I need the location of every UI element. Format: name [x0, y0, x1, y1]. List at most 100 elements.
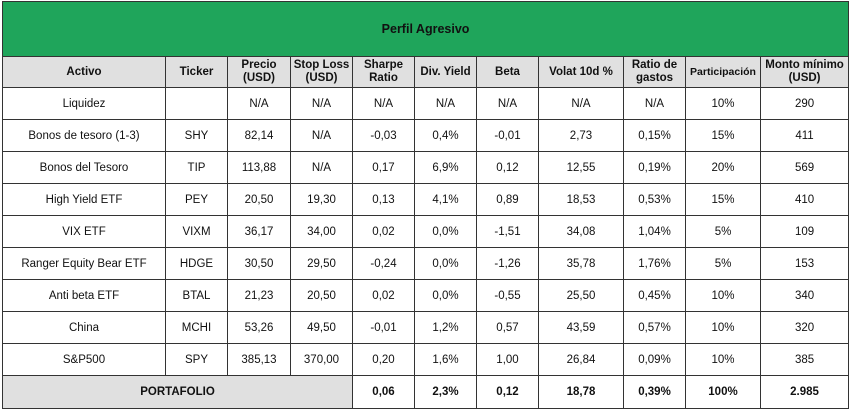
cell-monto-minimo: 290	[759, 87, 850, 120]
cell-beta: N/A	[476, 87, 539, 120]
cell-precio: 30,50	[227, 247, 291, 280]
cell-stop-loss: 20,50	[290, 279, 353, 312]
cell-div-yield: 0,4%	[414, 119, 477, 152]
cell-participacion: 10%	[685, 87, 761, 120]
cell-sharpe-ratio: -0,03	[352, 119, 415, 152]
cell-volat: 2,73	[538, 119, 624, 152]
header-volat: Volat 10d %	[538, 56, 624, 88]
cell-ratio-gastos: 0,45%	[623, 279, 686, 312]
cell-monto-minimo: 411	[759, 119, 850, 152]
header-row: Activo Ticker Precio (USD) Stop Loss (USD)…	[2, 56, 850, 88]
cell-monto-minimo: 109	[759, 215, 850, 248]
header-ticker: Ticker	[165, 56, 228, 88]
cell-activo: Ranger Equity Bear ETF	[2, 247, 166, 280]
cell-div-yield: 6,9%	[414, 151, 477, 184]
cell-precio: N/A	[227, 87, 291, 120]
total-sharpe: 0,06	[352, 375, 415, 409]
cell-participacion: 15%	[685, 183, 761, 216]
cell-monto-minimo: 320	[759, 311, 850, 344]
cell-volat: 43,59	[538, 311, 624, 344]
cell-sharpe-ratio: 0,20	[352, 343, 415, 376]
cell-volat: 26,84	[538, 343, 624, 376]
cell-participacion: 5%	[685, 215, 761, 248]
cell-precio: 82,14	[227, 119, 291, 152]
table-row: Anti beta ETF BTAL 21,23 20,50 0,02 0,0% -0,55…	[2, 279, 850, 312]
cell-div-yield: 1,2%	[414, 311, 477, 344]
cell-ticker: VIXM	[165, 215, 228, 248]
total-monto-minimo: 2.985	[759, 375, 850, 409]
cell-volat: 12,55	[538, 151, 624, 184]
cell-precio: 21,23	[227, 279, 291, 312]
cell-monto-minimo: 569	[759, 151, 850, 184]
cell-ticker: SHY	[165, 119, 228, 152]
header-participacion: Participación	[685, 56, 761, 88]
cell-volat: 18,53	[538, 183, 624, 216]
cell-div-yield: 0,0%	[414, 279, 477, 312]
cell-sharpe-ratio: 0,13	[352, 183, 415, 216]
cell-monto-minimo: 385	[759, 343, 850, 376]
cell-volat: 25,50	[538, 279, 624, 312]
table-row: Bonos del Tesoro TIP 113,88 N/A 0,17 6,9% 0,12…	[2, 151, 850, 184]
cell-activo: Anti beta ETF	[2, 279, 166, 312]
cell-div-yield: 4,1%	[414, 183, 477, 216]
portfolio-label: PORTAFOLIO	[2, 375, 353, 409]
cell-volat: 35,78	[538, 247, 624, 280]
total-div-yield: 2,3%	[414, 375, 477, 409]
cell-sharpe-ratio: 0,02	[352, 279, 415, 312]
cell-monto-minimo: 153	[759, 247, 850, 280]
cell-ticker: SPY	[165, 343, 228, 376]
table-row: S&P500 SPY 385,13 370,00 0,20 1,6% 1,00 26,84 0,…	[2, 343, 850, 376]
header-activo: Activo	[2, 56, 166, 88]
cell-sharpe-ratio: -0,24	[352, 247, 415, 280]
cell-div-yield: 1,6%	[414, 343, 477, 376]
cell-participacion: 10%	[685, 343, 761, 376]
cell-ticker: PEY	[165, 183, 228, 216]
total-participacion: 100%	[685, 375, 761, 409]
cell-activo: S&P500	[2, 343, 166, 376]
cell-ratio-gastos: 1,04%	[623, 215, 686, 248]
cell-stop-loss: N/A	[290, 119, 353, 152]
cell-ratio-gastos: 0,19%	[623, 151, 686, 184]
cell-ratio-gastos: 1,76%	[623, 247, 686, 280]
cell-participacion: 5%	[685, 247, 761, 280]
cell-beta: -1,51	[476, 215, 539, 248]
title-row: Perfil Agresivo	[1, 1, 850, 57]
cell-precio: 53,26	[227, 311, 291, 344]
cell-beta: 0,89	[476, 183, 539, 216]
cell-precio: 113,88	[227, 151, 291, 184]
table-row: China MCHI 53,26 49,50 -0,01 1,2% 0,57 43,59 0,5…	[2, 311, 850, 344]
cell-participacion: 10%	[685, 311, 761, 344]
table-row: Ranger Equity Bear ETF HDGE 30,50 29,50 -0,2…	[2, 247, 850, 280]
cell-activo: Bonos del Tesoro	[2, 151, 166, 184]
header-ratio-gastos: Ratio de gastos	[623, 56, 686, 88]
cell-participacion: 10%	[685, 279, 761, 312]
cell-ticker	[165, 87, 228, 120]
total-beta: 0,12	[476, 375, 539, 409]
cell-stop-loss: 19,30	[290, 183, 353, 216]
cell-stop-loss: 29,50	[290, 247, 353, 280]
cell-activo: Bonos de tesoro (1-3)	[2, 119, 166, 152]
cell-div-yield: N/A	[414, 87, 477, 120]
table-title: Perfil Agresivo	[1, 1, 850, 57]
cell-sharpe-ratio: 0,02	[352, 215, 415, 248]
cell-beta: 0,12	[476, 151, 539, 184]
header-div-yield: Div. Yield	[414, 56, 477, 88]
cell-ratio-gastos: N/A	[623, 87, 686, 120]
header-beta: Beta	[476, 56, 539, 88]
cell-ratio-gastos: 0,57%	[623, 311, 686, 344]
cell-ticker: MCHI	[165, 311, 228, 344]
cell-monto-minimo: 340	[759, 279, 850, 312]
cell-beta: 1,00	[476, 343, 539, 376]
total-ratio-gastos: 0,39%	[623, 375, 686, 409]
cell-precio: 20,50	[227, 183, 291, 216]
total-volat: 18,78	[538, 375, 624, 409]
cell-volat: 34,08	[538, 215, 624, 248]
cell-beta: 0,57	[476, 311, 539, 344]
cell-div-yield: 0,0%	[414, 215, 477, 248]
cell-precio: 385,13	[227, 343, 291, 376]
cell-activo: China	[2, 311, 166, 344]
cell-precio: 36,17	[227, 215, 291, 248]
table-row: Bonos de tesoro (1-3) SHY 82,14 N/A -0,03 0,4…	[2, 119, 850, 152]
cell-stop-loss: 49,50	[290, 311, 353, 344]
